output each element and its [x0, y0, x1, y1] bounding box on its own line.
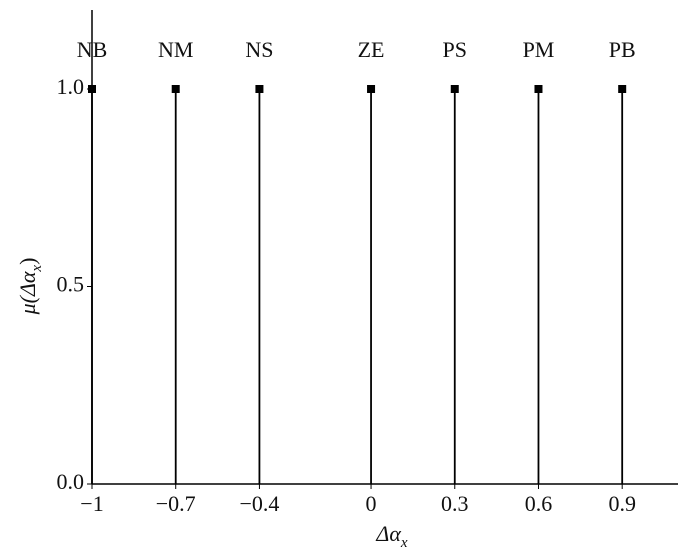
stem-marker — [534, 85, 543, 93]
stem-marker — [88, 85, 96, 93]
y-label-end: ) — [15, 258, 40, 265]
x-label-main: Δα — [375, 521, 401, 546]
stem-marker — [618, 85, 627, 93]
y-axis-label: μ(Δαx) — [15, 258, 45, 316]
y-label-main: μ(Δα — [15, 271, 40, 315]
category-label: NB — [77, 37, 108, 62]
stem-marker — [450, 85, 459, 93]
x-tick-label: −0.4 — [239, 491, 279, 516]
x-axis-label: Δαx — [375, 521, 407, 551]
y-tick-label: 1.0 — [57, 74, 85, 99]
category-label: PB — [609, 37, 636, 62]
x-tick-label: 0.6 — [525, 491, 553, 516]
x-tick-label: −0.7 — [156, 491, 196, 516]
category-label: NS — [245, 37, 273, 62]
x-tick-label: −1 — [80, 491, 103, 516]
y-tick-label: 0.0 — [57, 469, 85, 494]
x-tick-label: 0 — [366, 491, 377, 516]
category-label: ZE — [358, 37, 385, 62]
stem-marker — [367, 85, 376, 93]
category-label: PS — [443, 37, 467, 62]
x-tick-label: 0.3 — [441, 491, 469, 516]
stem-marker — [255, 85, 264, 93]
y-tick-label: 0.5 — [57, 272, 85, 297]
y-label-sub: x — [29, 265, 45, 273]
category-label: PM — [523, 37, 555, 62]
category-label: NM — [158, 37, 193, 62]
x-tick-label: 0.9 — [608, 491, 636, 516]
stem-marker — [171, 85, 180, 93]
x-label-sub: x — [400, 535, 408, 551]
